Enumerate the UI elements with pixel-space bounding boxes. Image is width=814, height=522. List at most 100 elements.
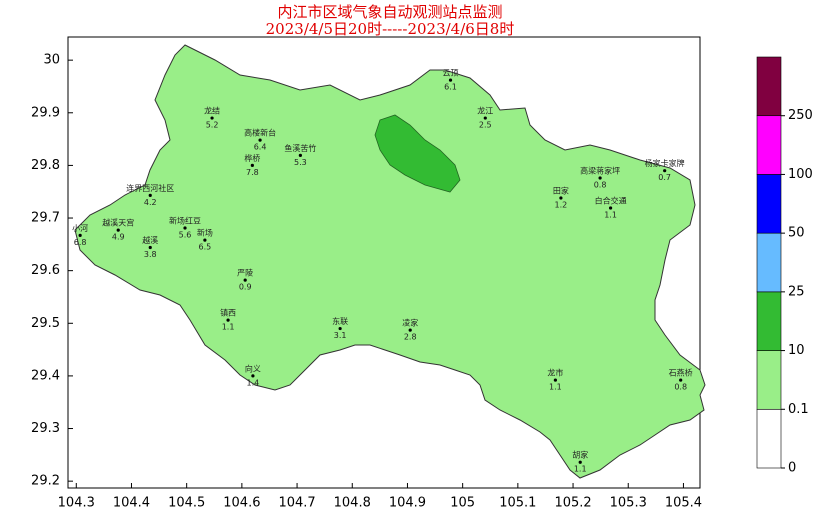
station-value: 3.1	[334, 331, 347, 340]
station-value: 1.1	[549, 383, 562, 392]
x-tick-label: 104.7	[278, 496, 315, 511]
colorbar-segment	[756, 174, 782, 234]
station-value: 6.5	[199, 243, 212, 252]
station-dot	[203, 238, 207, 242]
station-name: 胡家	[572, 450, 588, 460]
station-value: 1.1	[604, 211, 617, 220]
station-dot	[559, 196, 563, 200]
colorbar-label: 0	[788, 461, 796, 476]
region-boundary	[74, 44, 706, 479]
colorbar-label: 100	[788, 167, 813, 182]
station-name: 桦桥	[244, 153, 260, 163]
station-name: 龙市	[547, 368, 563, 378]
station-dot	[148, 193, 152, 198]
station-dot	[251, 374, 255, 378]
station-dot	[598, 176, 602, 180]
station-value: 5.2	[206, 121, 219, 130]
station-name: 小河	[72, 223, 88, 233]
marks: 104.3 104.4 104.5 104.6 104.7 104.8 104.9 105 10…	[31, 53, 813, 511]
station-value: 7.8	[246, 168, 259, 177]
x-tick-label: 104.4	[113, 496, 150, 511]
title: 内江市区域气象自动观测站点监测	[277, 3, 502, 21]
station-value: 2.5	[479, 121, 492, 130]
station-dot	[183, 226, 187, 230]
station-value: 0.8	[674, 383, 687, 392]
station-name: 杨家卡家牌	[645, 158, 685, 168]
station-value: 0.9	[239, 283, 252, 292]
station-name: 石燕桥	[669, 368, 693, 378]
station-dot	[408, 328, 412, 332]
station-dot	[243, 278, 247, 282]
colorbar-label: 0.1	[788, 402, 809, 417]
station-name: 高梁蒋家坪	[580, 166, 620, 176]
station-name: 鱼溪苦竹	[284, 143, 316, 153]
station-name: 越溪天宫	[102, 218, 134, 228]
x-tick-label: 105.2	[554, 496, 591, 511]
subtitle: 2023/4/5日20时-----2023/4/6日8时	[266, 20, 515, 38]
x-tick-label: 105.4	[665, 496, 702, 511]
x-tick-label: 104.8	[334, 496, 371, 511]
station-value: 5.3	[294, 158, 307, 167]
y-tick-label: 29.5	[31, 316, 60, 331]
station-value: 1.2	[555, 201, 568, 210]
station-name: 越溪	[142, 235, 158, 245]
station-dot	[298, 153, 302, 158]
colorbar-segment	[756, 291, 782, 351]
y-tick-label: 29.9	[31, 105, 60, 120]
station-value: 1.1	[574, 465, 587, 474]
colorbar-segment	[756, 408, 782, 469]
station-name: 向义	[245, 363, 261, 373]
y-tick-label: 29.6	[31, 263, 60, 278]
station-name: 新场红豆	[169, 216, 201, 226]
colorbar-label: 10	[788, 343, 805, 358]
station-dot	[116, 228, 120, 232]
station-dot	[483, 116, 487, 120]
station-name: 东联	[332, 316, 348, 326]
station-name: 高楼新台	[244, 128, 276, 138]
colorbar-label: 25	[788, 284, 805, 299]
station-value: 3.8	[144, 250, 157, 259]
colorbar-label: 50	[788, 226, 805, 241]
y-tick-label: 29.2	[31, 474, 60, 489]
station-dot	[448, 78, 453, 82]
station-dot	[679, 378, 683, 382]
x-tick-label: 105.3	[610, 496, 647, 511]
station-value: 2.8	[404, 333, 417, 342]
station-value: 4.9	[112, 233, 125, 242]
station-name: 田家	[553, 186, 569, 196]
station-value: 1.1	[222, 323, 235, 332]
y-tick-label: 29.3	[31, 421, 60, 436]
x-tick-label: 104.6	[223, 496, 260, 511]
station-name: 严陵	[237, 269, 253, 278]
station-value: 6.4	[254, 143, 267, 152]
station-name: 白合交通	[595, 196, 627, 206]
station-value: 4.2	[144, 198, 157, 207]
colorbar-segment	[756, 232, 782, 293]
station-dot	[226, 318, 230, 322]
heavy-rain-area	[374, 114, 461, 193]
station-dot	[148, 245, 152, 250]
station-dot	[338, 326, 342, 331]
station-name: 龙结	[204, 106, 220, 116]
y-tick-label: 29.8	[31, 158, 60, 173]
x-tick-label: 105	[450, 496, 475, 511]
station-name: 镇西	[220, 308, 236, 318]
station-name: 连界西河社区	[126, 183, 174, 193]
station-name: 凌家	[402, 318, 418, 328]
station-dot	[78, 233, 82, 237]
station-value: 0.7	[658, 173, 671, 182]
station-value: 1.4	[247, 378, 260, 387]
station-dot	[250, 163, 254, 168]
station-value: 0.8	[594, 181, 607, 190]
station-dot	[608, 206, 613, 210]
station-dot	[663, 169, 667, 173]
x-tick-label: 105.1	[499, 496, 536, 511]
x-tick-label: 104.5	[168, 496, 205, 511]
station-dot	[553, 378, 557, 382]
y-tick-label: 29.4	[31, 368, 60, 383]
station-value: 6.8	[74, 238, 87, 247]
y-tick-label: 29.7	[31, 211, 60, 226]
colorbar-segment	[756, 56, 782, 117]
station-value: 6.1	[444, 83, 457, 92]
